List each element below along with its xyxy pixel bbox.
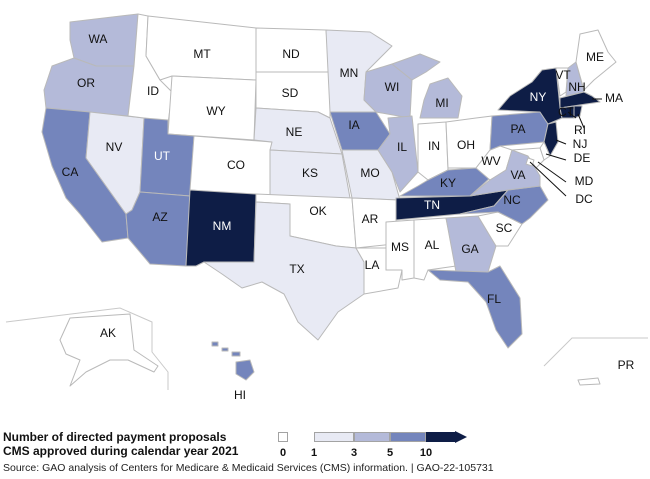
legend-tick-5: 5: [386, 447, 394, 459]
state-labels: WA OR CA NV ID MT WY UT AZ CO NM ND SD N…: [62, 32, 635, 402]
legend-title-line2: CMS approved during calendar year 2021: [3, 444, 239, 458]
label-mi: MI: [435, 96, 448, 110]
state-mi-up: [391, 53, 441, 81]
legend-arrow-icon: [455, 431, 467, 443]
label-ia: IA: [348, 118, 359, 132]
label-va: VA: [510, 168, 525, 182]
label-nm: NM: [213, 219, 232, 233]
state-hi: [211, 341, 255, 381]
label-wy: WY: [206, 104, 225, 118]
label-wv: WV: [481, 154, 500, 168]
label-nc: NC: [503, 193, 521, 207]
source-note: Source: GAO analysis of Centers for Medi…: [3, 462, 494, 474]
label-md: MD: [575, 174, 594, 188]
label-ky: KY: [440, 176, 456, 190]
label-nd: ND: [282, 47, 300, 61]
label-il: IL: [397, 140, 407, 154]
label-ga: GA: [461, 242, 478, 256]
label-az: AZ: [152, 210, 167, 224]
state-ri: [573, 105, 583, 119]
leader-nj: [555, 139, 567, 145]
label-ri: RI: [574, 123, 586, 137]
label-ne: NE: [286, 125, 303, 139]
state-va: [469, 149, 541, 197]
state-az: [125, 191, 191, 267]
label-mo: MO: [360, 166, 379, 180]
label-ks: KS: [302, 166, 318, 180]
label-wa: WA: [89, 32, 108, 46]
label-ok: OK: [309, 204, 326, 218]
state-pr: [577, 377, 601, 386]
legend-tick-1: 1: [310, 447, 318, 459]
alaska-inset-frame: [5, 307, 169, 390]
label-vt: VT: [555, 68, 571, 82]
label-tn: TN: [424, 198, 440, 212]
legend-arrow-head: [455, 431, 467, 443]
leader-ct: [567, 111, 577, 119]
label-la: LA: [365, 258, 380, 272]
state-ak: [59, 313, 159, 387]
legend-swatch-1-3: [314, 432, 354, 442]
label-ma: MA: [605, 91, 623, 105]
label-ar: AR: [362, 212, 379, 226]
label-ms: MS: [391, 240, 409, 254]
label-co: CO: [227, 158, 245, 172]
state-me: [575, 29, 617, 91]
label-pa: PA: [510, 122, 525, 136]
label-wi: WI: [385, 80, 400, 94]
label-de: DE: [574, 151, 591, 165]
legend-swatch-10-plus: [426, 432, 456, 442]
label-ca: CA: [62, 165, 79, 179]
label-mt: MT: [193, 47, 211, 61]
state-ny: [497, 67, 563, 125]
legend-tick-10: 10: [419, 447, 433, 459]
label-ak: AK: [100, 326, 116, 340]
legend-swatch-5-10: [390, 432, 426, 442]
label-al: AL: [425, 238, 440, 252]
label-id: ID: [147, 84, 159, 98]
label-in: IN: [428, 139, 440, 153]
state-il: [377, 115, 419, 193]
legend-swatch-3-5: [354, 432, 390, 442]
legend-swatch-zero: [278, 432, 288, 442]
label-dc: DC: [575, 192, 593, 206]
legend-title-line1: Number of directed payment proposals: [3, 430, 227, 444]
us-state-map: WA OR CA NV ID MT WY UT AZ CO NM ND SD N…: [5, 13, 648, 402]
legend-tick-0: 0: [279, 447, 287, 459]
label-fl: FL: [487, 292, 501, 306]
label-nv: NV: [106, 140, 123, 154]
state-mi: [419, 77, 463, 119]
legend-tick-3: 3: [350, 447, 358, 459]
pr-inset-frame: [543, 337, 648, 367]
label-pr: PR: [618, 358, 635, 372]
label-or: OR: [77, 76, 95, 90]
label-nj: NJ: [573, 137, 588, 151]
legend-title: Number of directed payment proposals CMS…: [3, 430, 238, 458]
label-nh: NH: [568, 80, 585, 94]
state-tx: [203, 201, 365, 341]
leader-md: [537, 161, 567, 183]
leader-ri: [577, 113, 585, 129]
leader-dc: [529, 161, 567, 197]
label-tx: TX: [289, 262, 304, 276]
state-ga: [445, 215, 497, 273]
label-ut: UT: [154, 149, 171, 163]
label-hi: HI: [234, 388, 246, 402]
label-sd: SD: [282, 86, 299, 100]
label-oh: OH: [457, 138, 475, 152]
leader-de: [545, 153, 567, 161]
state-fl: [427, 265, 523, 349]
label-ny: NY: [530, 90, 547, 104]
state-nj: [543, 121, 559, 157]
label-sc: SC: [496, 221, 513, 235]
label-me: ME: [586, 50, 604, 64]
label-mn: MN: [340, 66, 359, 80]
label-ct: CT: [558, 105, 575, 119]
